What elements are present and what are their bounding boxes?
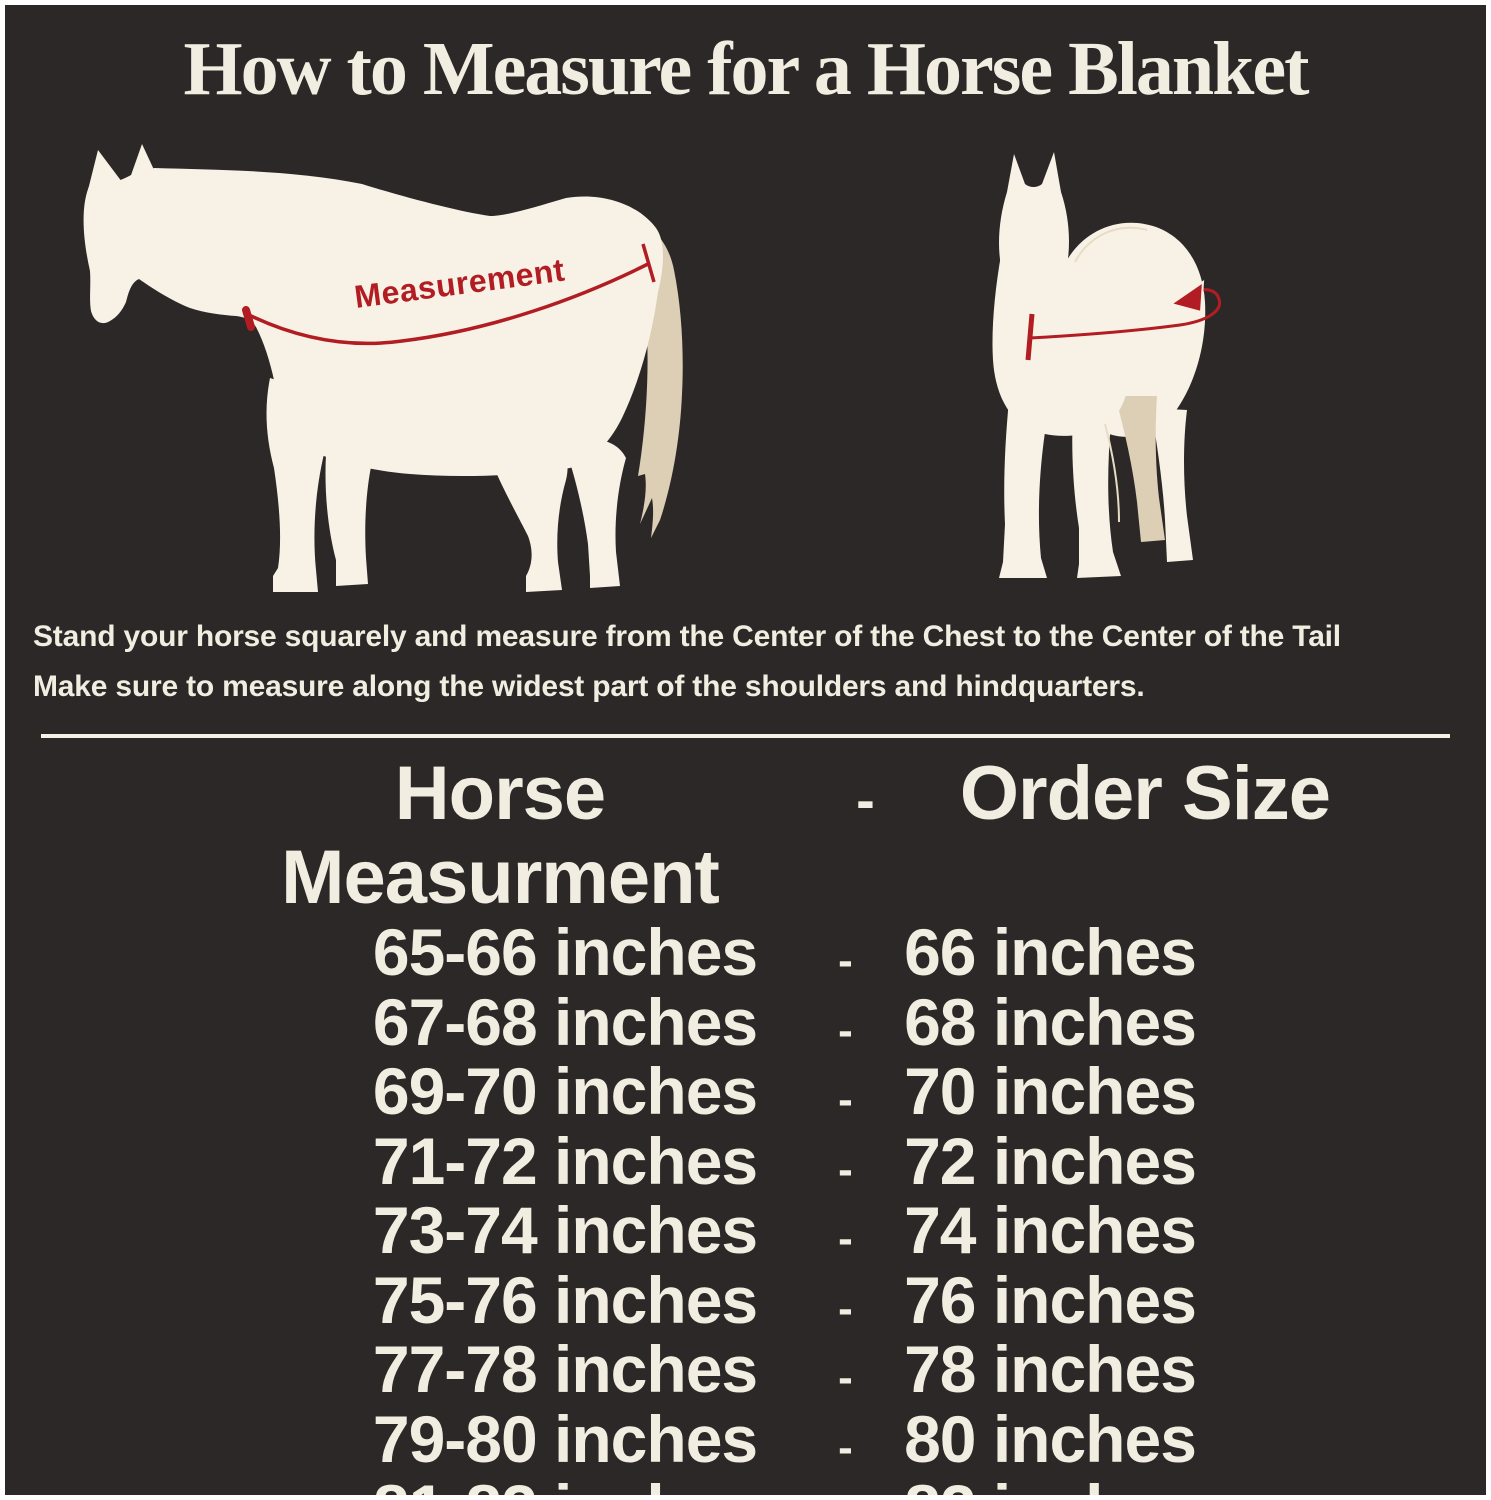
horse-hindleg — [1151, 408, 1193, 563]
row-order-size: 78 inches — [904, 1332, 1197, 1407]
row-separator: - — [838, 1283, 853, 1333]
table-row: 67-68 inches - 68 inches — [315, 984, 1486, 1062]
row-separator: - — [838, 1353, 853, 1403]
page-title: How to Measure for a Horse Blanket — [183, 27, 1310, 111]
horse-foreleg — [1072, 410, 1121, 579]
size-rows: 65-66 inches - 66 inches 67-68 inches - … — [315, 915, 1486, 1495]
row-order-size: 82 inches — [875, 1475, 1225, 1495]
row-measurement: 69-70 inches — [372, 1054, 758, 1129]
row-measurement: 71-72 inches — [372, 1123, 758, 1198]
measuring-line — [246, 262, 649, 346]
side-view-horse-figure: Measurement — [83, 144, 683, 593]
measuring-arrow-line — [1029, 288, 1222, 340]
row-separator: - — [838, 1075, 853, 1125]
horse-foreleg — [325, 454, 372, 587]
instruction-line-1: Stand your horse squarely and measure fr… — [33, 620, 1341, 654]
size-chart-header: Horse Measurment - Order Size — [175, 752, 1486, 920]
row-measurement: 79-80 inches — [372, 1401, 758, 1476]
header-order-size: Order Size — [959, 751, 1331, 837]
header-horse-measurement: Horse Measurment — [281, 751, 720, 921]
horse-head — [999, 152, 1069, 338]
section-divider — [41, 734, 1450, 739]
row-measurement: 65-66 inches — [372, 915, 758, 990]
front-view-horse-figure — [992, 152, 1222, 579]
row-order-size: 68 inches — [904, 984, 1197, 1059]
row-separator: - — [838, 1005, 853, 1055]
horse-hindleg — [490, 442, 568, 593]
horse-hindleg — [566, 440, 626, 589]
table-row: 69-70 inches - 70 inches — [315, 1054, 1486, 1131]
measuring-arrowhead-icon — [1168, 280, 1205, 314]
table-row: 71-72 inches - 72 inches — [315, 1123, 1486, 1201]
horse-body — [83, 168, 663, 477]
table-row: 81-82 inches - 82 inches — [315, 1475, 1486, 1495]
row-measurement: 77-78 inches — [372, 1332, 758, 1407]
body-crease-line — [1074, 226, 1148, 523]
row-measurement: 75-76 inches — [372, 1262, 758, 1337]
row-order-size: 66 inches — [904, 915, 1197, 990]
table-row: 77-78 inches - 78 inches — [315, 1332, 1486, 1409]
table-row: 79-80 inches - 80 inches — [315, 1401, 1486, 1479]
row-order-size: 76 inches — [904, 1262, 1197, 1337]
row-separator: - — [815, 1486, 875, 1495]
horse-tail — [616, 212, 683, 539]
row-measurement: 73-74 inches — [372, 1193, 758, 1268]
row-order-size: 80 inches — [904, 1401, 1197, 1476]
row-order-size: 70 inches — [904, 1054, 1197, 1129]
table-row: 75-76 inches - 76 inches — [315, 1262, 1486, 1340]
header-separator: - — [856, 768, 875, 832]
row-order-size: 72 inches — [904, 1123, 1197, 1198]
instruction-line-2: Make sure to measure along the widest pa… — [33, 670, 1145, 704]
row-separator: - — [838, 1214, 853, 1264]
horse-foreleg — [266, 378, 326, 593]
row-measurement: 81-82 inches — [315, 1475, 815, 1495]
size-chart: Horse Measurment - Order Size 65-66 inch… — [5, 752, 1486, 1495]
row-measurement: 67-68 inches — [372, 984, 758, 1059]
measuring-line-start-mark — [242, 306, 255, 332]
horse-ear-icon — [88, 150, 122, 191]
table-row: 65-66 inches - 66 inches — [315, 915, 1486, 992]
horse-foreleg — [999, 400, 1047, 579]
row-separator: - — [838, 1422, 853, 1472]
horse-hindleg-shaded — [1115, 396, 1165, 543]
row-order-size: 74 inches — [904, 1193, 1197, 1268]
measuring-instructions: Stand your horse squarely and measure fr… — [33, 612, 1460, 712]
measurement-diagrams: Measurement — [5, 128, 1486, 598]
horse-ear-icon — [130, 144, 155, 179]
measuring-line-end-tick — [641, 243, 656, 283]
row-separator: - — [838, 1144, 853, 1194]
row-separator: - — [838, 936, 853, 986]
table-row: 73-74 inches - 74 inches — [315, 1193, 1486, 1270]
